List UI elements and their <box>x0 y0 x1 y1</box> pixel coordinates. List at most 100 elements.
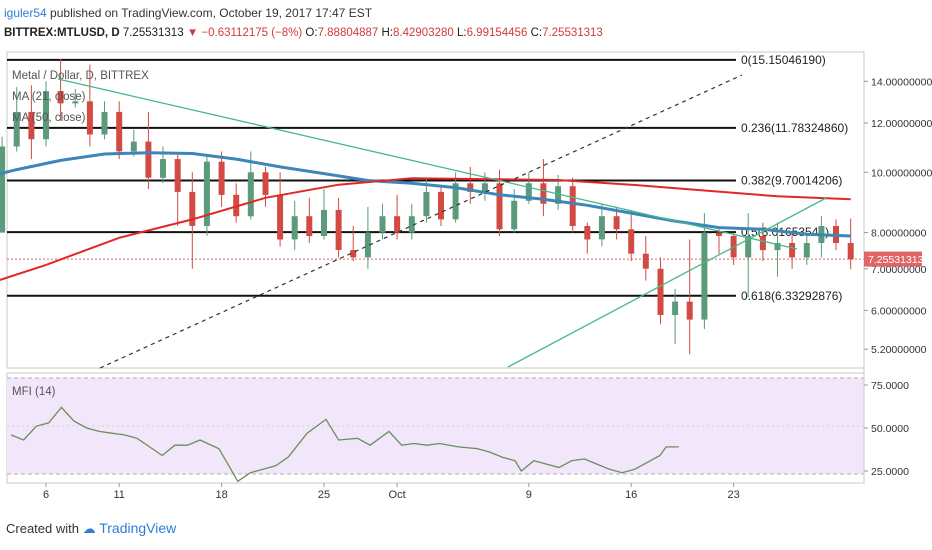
candle-body[interactable] <box>72 101 79 104</box>
candle-body[interactable] <box>467 183 474 192</box>
mfi-label: MFI (14) <box>12 386 56 398</box>
candle-body[interactable] <box>584 226 591 240</box>
ma50-line <box>0 151 851 238</box>
down-arrow-icon: ▼ <box>186 27 199 39</box>
candle-body[interactable] <box>277 194 284 240</box>
candle-body[interactable] <box>379 216 386 233</box>
candle-body[interactable] <box>130 141 137 152</box>
candle-body[interactable] <box>525 183 532 201</box>
x-tick-label: Oct <box>389 489 406 501</box>
mfi-y-tick-label: 50.0000 <box>871 423 909 435</box>
mfi-y-tick-label: 75.0000 <box>871 380 909 392</box>
candle-body[interactable] <box>598 216 605 240</box>
candle-body[interactable] <box>672 301 679 315</box>
mfi-y-tick-label: 25.0000 <box>871 466 909 478</box>
high-value: 8.42903280 <box>393 27 454 39</box>
high-label: H: <box>381 27 394 39</box>
candle-body[interactable] <box>306 216 313 236</box>
candle-body[interactable] <box>174 159 181 192</box>
y-tick-label: 8.00000000 <box>871 228 927 240</box>
candle-body[interactable] <box>774 243 781 251</box>
close-value: 7.25531313 <box>542 27 603 39</box>
fib-level-label: 0(15.15046190) <box>741 53 826 67</box>
candle-body[interactable] <box>189 191 196 226</box>
candle-body[interactable] <box>203 161 210 226</box>
candle-body[interactable] <box>657 268 664 315</box>
ma50-label: MA (50, close) <box>12 112 86 124</box>
candle-body[interactable] <box>789 243 796 258</box>
candle-body[interactable] <box>335 209 342 250</box>
candle-body[interactable] <box>569 186 576 226</box>
candle-body[interactable] <box>28 111 35 140</box>
tradingview-brand[interactable]: TradingView <box>99 520 177 536</box>
candle-body[interactable] <box>350 250 357 258</box>
candle-body[interactable] <box>701 232 708 320</box>
candle-body[interactable] <box>86 101 93 135</box>
candle-body[interactable] <box>408 216 415 233</box>
y-tick-label: 7.00000000 <box>871 264 927 276</box>
low-value: 6.99154456 <box>466 27 528 39</box>
ohlc-legend: BITTREX:MTLUSD, D 7.25531313 ▼ −0.631121… <box>4 27 603 39</box>
ascending-trendline[interactable] <box>507 197 827 368</box>
candle-body[interactable] <box>540 183 547 204</box>
ma21-label: MA (21, close) <box>12 91 86 103</box>
descending-trendline[interactable] <box>57 78 798 250</box>
candle-body[interactable] <box>496 183 503 230</box>
symbol-label: BITTREX:MTLUSD, D <box>4 27 120 39</box>
close-label: C: <box>530 27 543 39</box>
y-tick-label: 14.00000000 <box>871 76 932 88</box>
y-tick-label: 10.00000000 <box>871 167 932 179</box>
candle-body[interactable] <box>847 243 854 260</box>
candle-body[interactable] <box>642 253 649 269</box>
candle-body[interactable] <box>321 209 327 236</box>
x-tick-label: 16 <box>625 489 637 501</box>
created-with-text: Created with <box>6 521 79 536</box>
candle-body[interactable] <box>511 200 518 230</box>
last-price-tag <box>864 251 922 267</box>
y-tick-label: 12.00000000 <box>871 118 932 130</box>
candle-body[interactable] <box>686 301 693 320</box>
publish-info: iguler54 published on TradingView.com, O… <box>4 6 372 20</box>
last-price: 7.25531313 <box>122 27 184 39</box>
candle-body[interactable] <box>555 186 562 204</box>
candle-body[interactable] <box>628 229 635 254</box>
low-label: L: <box>457 27 467 39</box>
last-price-tag-label: 7.25531313 <box>868 254 924 266</box>
candle-body[interactable] <box>247 172 254 217</box>
username[interactable]: iguler54 <box>4 6 47 20</box>
candle-body[interactable] <box>364 232 371 258</box>
candle-body[interactable] <box>452 183 459 220</box>
open-value: 7.88804887 <box>317 27 379 39</box>
candle-body[interactable] <box>0 146 6 233</box>
candle-body[interactable] <box>423 191 430 217</box>
candle-body[interactable] <box>160 159 166 178</box>
candle-body[interactable] <box>101 111 108 135</box>
candle-body[interactable] <box>438 191 444 220</box>
candle-body[interactable] <box>291 216 298 240</box>
tradingview-logo-icon: ☁ <box>82 521 96 536</box>
y-tick-label: 5.20000000 <box>871 344 927 356</box>
dashed-trendline[interactable] <box>99 74 743 369</box>
x-tick-label: 23 <box>727 489 739 501</box>
x-tick-label: 25 <box>318 489 330 501</box>
candle-body[interactable] <box>481 183 488 192</box>
candle-body[interactable] <box>116 111 123 152</box>
price-pane[interactable] <box>6 51 865 369</box>
candle-body[interactable] <box>394 216 401 233</box>
candle-body[interactable] <box>716 232 722 236</box>
x-tick-label: 6 <box>43 489 49 501</box>
candle-body[interactable] <box>613 216 620 230</box>
candle-body[interactable] <box>57 91 64 104</box>
candle-body[interactable] <box>803 243 810 258</box>
candle-body[interactable] <box>43 91 49 140</box>
candle-body[interactable] <box>262 172 269 195</box>
candle-body[interactable] <box>145 141 152 178</box>
candle-body[interactable] <box>218 161 225 195</box>
candle-body[interactable] <box>13 111 20 147</box>
fib-level-label: 0.618(6.33292876) <box>741 289 842 303</box>
candle-body[interactable] <box>745 236 752 258</box>
price-change: −0.63112175 (−8%) <box>201 27 303 39</box>
y-tick-label: 6.00000000 <box>871 305 927 317</box>
candle-body[interactable] <box>759 236 766 251</box>
